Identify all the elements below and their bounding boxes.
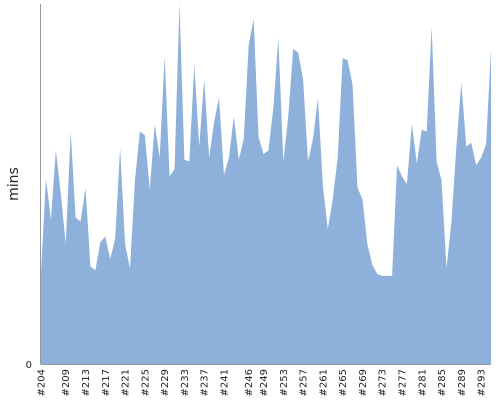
x-tick-label: #225 bbox=[140, 369, 151, 396]
x-tick-label: #233 bbox=[180, 369, 191, 396]
x-tick-label: #253 bbox=[279, 369, 290, 396]
plot-area bbox=[41, 4, 491, 364]
x-tick-label: #237 bbox=[200, 369, 211, 396]
tick-labels: 0 #204 #209 #213 #217 #221 #225 #229 #233 #237 #24… bbox=[26, 360, 488, 396]
x-tick-label: #261 bbox=[318, 369, 329, 396]
area-series bbox=[41, 4, 491, 364]
x-tick-label: #257 bbox=[299, 369, 310, 396]
x-tick-label: #204 bbox=[37, 369, 48, 396]
x-tick-label: #293 bbox=[477, 369, 488, 396]
x-tick-label: #213 bbox=[81, 369, 92, 396]
x-tick-label: #277 bbox=[397, 369, 408, 396]
y-axis-title: mins bbox=[6, 167, 22, 201]
x-tick-label: #289 bbox=[457, 369, 468, 396]
axes bbox=[40, 4, 491, 365]
y-tick-label: 0 bbox=[26, 360, 32, 371]
x-tick-label: #269 bbox=[358, 369, 369, 396]
x-tick-label: #273 bbox=[378, 369, 389, 396]
x-tick-label: #281 bbox=[417, 369, 428, 396]
x-tick-label: #229 bbox=[160, 369, 171, 396]
x-tick-label: #209 bbox=[61, 369, 72, 396]
x-tick-label: #285 bbox=[437, 369, 448, 396]
x-tick-label: #246 bbox=[244, 369, 255, 396]
x-tick-label: #221 bbox=[121, 369, 132, 396]
x-tick-label: #265 bbox=[338, 369, 349, 396]
x-tick-label: #249 bbox=[259, 369, 270, 396]
x-tick-label: #217 bbox=[101, 369, 112, 396]
x-tick-label: #241 bbox=[219, 369, 230, 396]
